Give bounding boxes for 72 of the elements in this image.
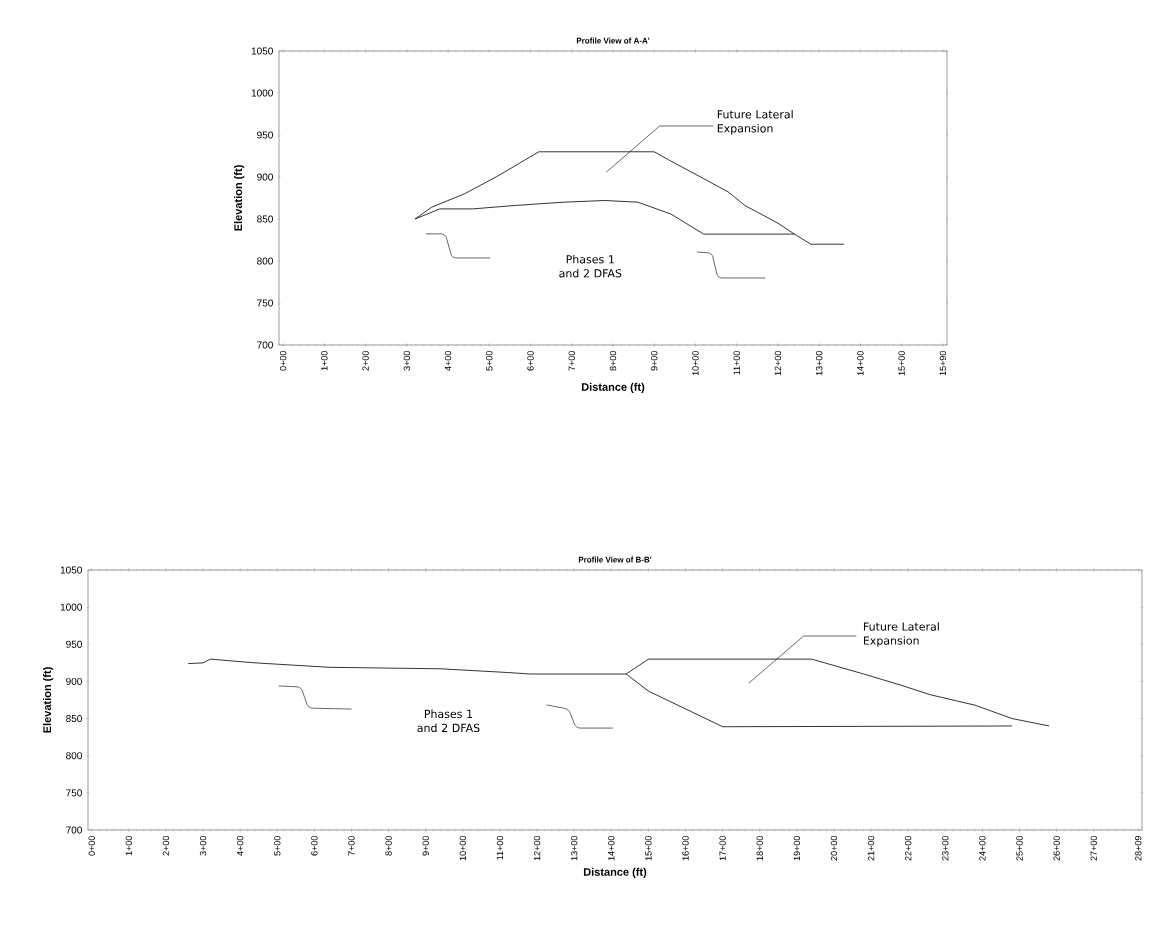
x-tick-label: 0+00	[88, 836, 95, 856]
annotation: Phases 1 and 2 DFAS	[559, 254, 622, 278]
x-axis-title: Distance (ft)	[583, 867, 647, 879]
x-tick-label: 28+09	[1135, 836, 1142, 861]
x-tick-label: 1+00	[321, 351, 328, 371]
x-tick-label: 5+00	[274, 836, 281, 856]
y-tick-label: 750	[257, 299, 273, 307]
x-axis-title: Distance (ft)	[581, 382, 645, 394]
y-tick-label: 700	[66, 826, 82, 834]
x-tick-label: 26+00	[1053, 836, 1060, 861]
x-tick-label: 0+00	[279, 351, 287, 371]
x-tick-label: 9+00	[422, 836, 429, 856]
x-tick-label: 12+00	[533, 836, 541, 861]
y-tick-label: 750	[66, 789, 82, 797]
x-tick-label: 7+00	[568, 351, 575, 371]
x-tick-label: 3+00	[403, 351, 411, 371]
x-tick-label: 14+00	[608, 836, 615, 861]
x-tick-label: 8+00	[609, 351, 617, 371]
x-tick-label: 1+00	[125, 836, 133, 856]
chart-title: Profile View of A-A'	[576, 37, 650, 44]
x-tick-label: 17+00	[719, 836, 726, 861]
x-tick-label: 9+00	[651, 351, 658, 371]
x-tick-label: 2+00	[162, 836, 170, 856]
y-tick-label: 1050	[60, 566, 82, 574]
annotation: Phases 1 and 2 DFAS	[417, 709, 480, 733]
y-tick-label: 1000	[251, 89, 273, 97]
y-tick-label: 900	[257, 173, 273, 181]
x-tick-label: 13+00	[570, 836, 578, 861]
y-tick-label: 850	[257, 215, 273, 223]
x-tick-label: 8+00	[385, 836, 392, 856]
annotation: Future Lateral Expansion	[717, 109, 793, 135]
x-tick-label: 27+00	[1090, 836, 1097, 861]
y-tick-label: 800	[257, 257, 273, 265]
x-tick-label: 5+00	[486, 351, 493, 371]
x-tick-label: 23+00	[942, 836, 949, 861]
x-tick-label: 16+00	[682, 836, 689, 861]
x-tick-label: 6+00	[527, 351, 534, 371]
x-tick-label: 4+00	[444, 351, 452, 371]
x-tick-label: 10+00	[692, 351, 699, 376]
x-tick-label: 7+00	[348, 836, 355, 856]
x-tick-label: 20+00	[830, 836, 838, 861]
x-tick-label: 15+00	[645, 836, 652, 861]
x-tick-label: 10+00	[459, 836, 467, 861]
chart-title: Profile View of B-B'	[578, 556, 652, 563]
y-tick-label: 850	[66, 715, 82, 723]
x-tick-label: 22+00	[905, 836, 912, 861]
x-tick-label: 11+00	[496, 836, 504, 860]
y-tick-label: 800	[66, 752, 82, 760]
x-tick-label: 19+00	[793, 836, 801, 861]
y-axis-title: Elevation (ft)	[42, 667, 54, 733]
x-tick-label: 25+00	[1016, 836, 1023, 861]
x-tick-label: 18+00	[756, 836, 763, 861]
y-tick-label: 950	[257, 131, 273, 139]
y-tick-label: 700	[257, 341, 273, 349]
y-tick-label: 1000	[60, 603, 82, 611]
x-tick-label: 24+00	[979, 836, 986, 861]
x-tick-label: 14+00	[857, 351, 864, 376]
x-tick-label: 15+00	[898, 351, 905, 376]
annotation: Future Lateral Expansion	[863, 622, 939, 647]
y-tick-label: 950	[66, 640, 82, 648]
x-tick-label: 12+00	[774, 351, 782, 376]
x-tick-label: 2+00	[362, 351, 369, 371]
y-tick-label: 1050	[251, 47, 273, 55]
y-axis-title: Elevation (ft)	[233, 165, 245, 231]
x-tick-label: 15+90	[939, 351, 947, 376]
x-tick-label: 4+00	[236, 836, 244, 856]
x-tick-label: 13+00	[815, 351, 823, 376]
x-tick-label: 6+00	[311, 836, 318, 856]
x-tick-label: 3+00	[199, 836, 207, 856]
x-tick-label: 11+00	[733, 351, 740, 375]
y-tick-label: 900	[66, 677, 82, 685]
x-tick-label: 21+00	[867, 836, 875, 861]
